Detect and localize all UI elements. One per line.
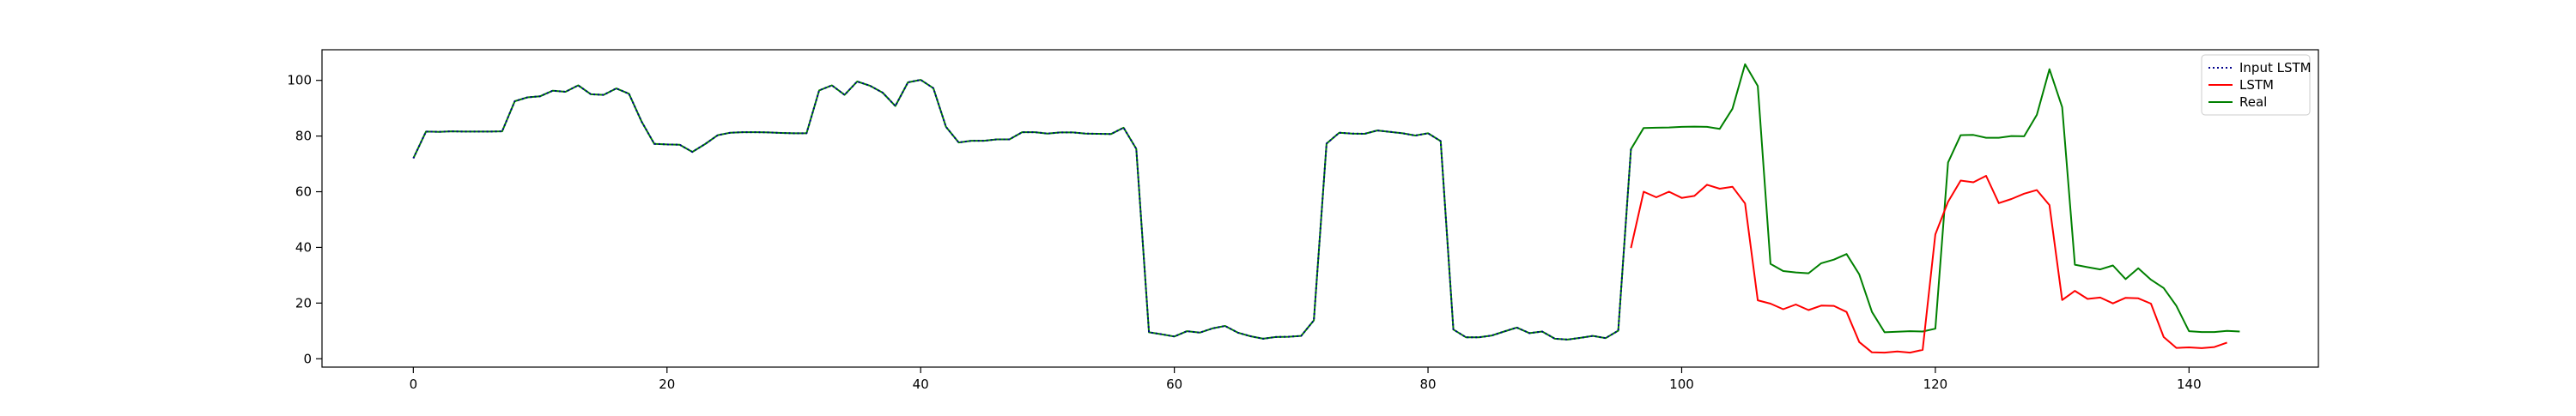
legend-box	[2201, 54, 2311, 116]
x-tick-label: 0	[410, 377, 418, 392]
x-tick-label: 100	[1669, 377, 1694, 392]
x-tick-label: 60	[1166, 377, 1182, 392]
legend-label: LSTM	[2239, 77, 2274, 93]
y-tick-label: 40	[295, 239, 312, 255]
y-tick-label: 0	[303, 351, 312, 366]
series-line-2	[412, 63, 2240, 341]
y-tick-label: 80	[295, 129, 312, 144]
series-line-1	[1630, 175, 2227, 354]
x-axis: 0 20 40 60 80 100 120 140	[410, 367, 2202, 392]
x-tick-label: 140	[2177, 377, 2202, 392]
plot-lines	[412, 63, 2240, 354]
y-tick-label: 20	[295, 295, 312, 310]
y-tick-label: 60	[295, 184, 312, 200]
legend-label: Real	[2239, 94, 2267, 110]
x-tick-label: 120	[1923, 377, 1948, 392]
y-axis: 0 20 40 60 80 100	[287, 73, 322, 366]
legend-label: Input LSTM	[2239, 60, 2312, 75]
y-tick-label: 100	[287, 73, 312, 88]
series-line-0	[412, 79, 1632, 341]
x-tick-label: 40	[913, 377, 929, 392]
x-tick-label: 20	[659, 377, 675, 392]
x-tick-label: 80	[1420, 377, 1437, 392]
plot-frame	[321, 49, 2319, 368]
